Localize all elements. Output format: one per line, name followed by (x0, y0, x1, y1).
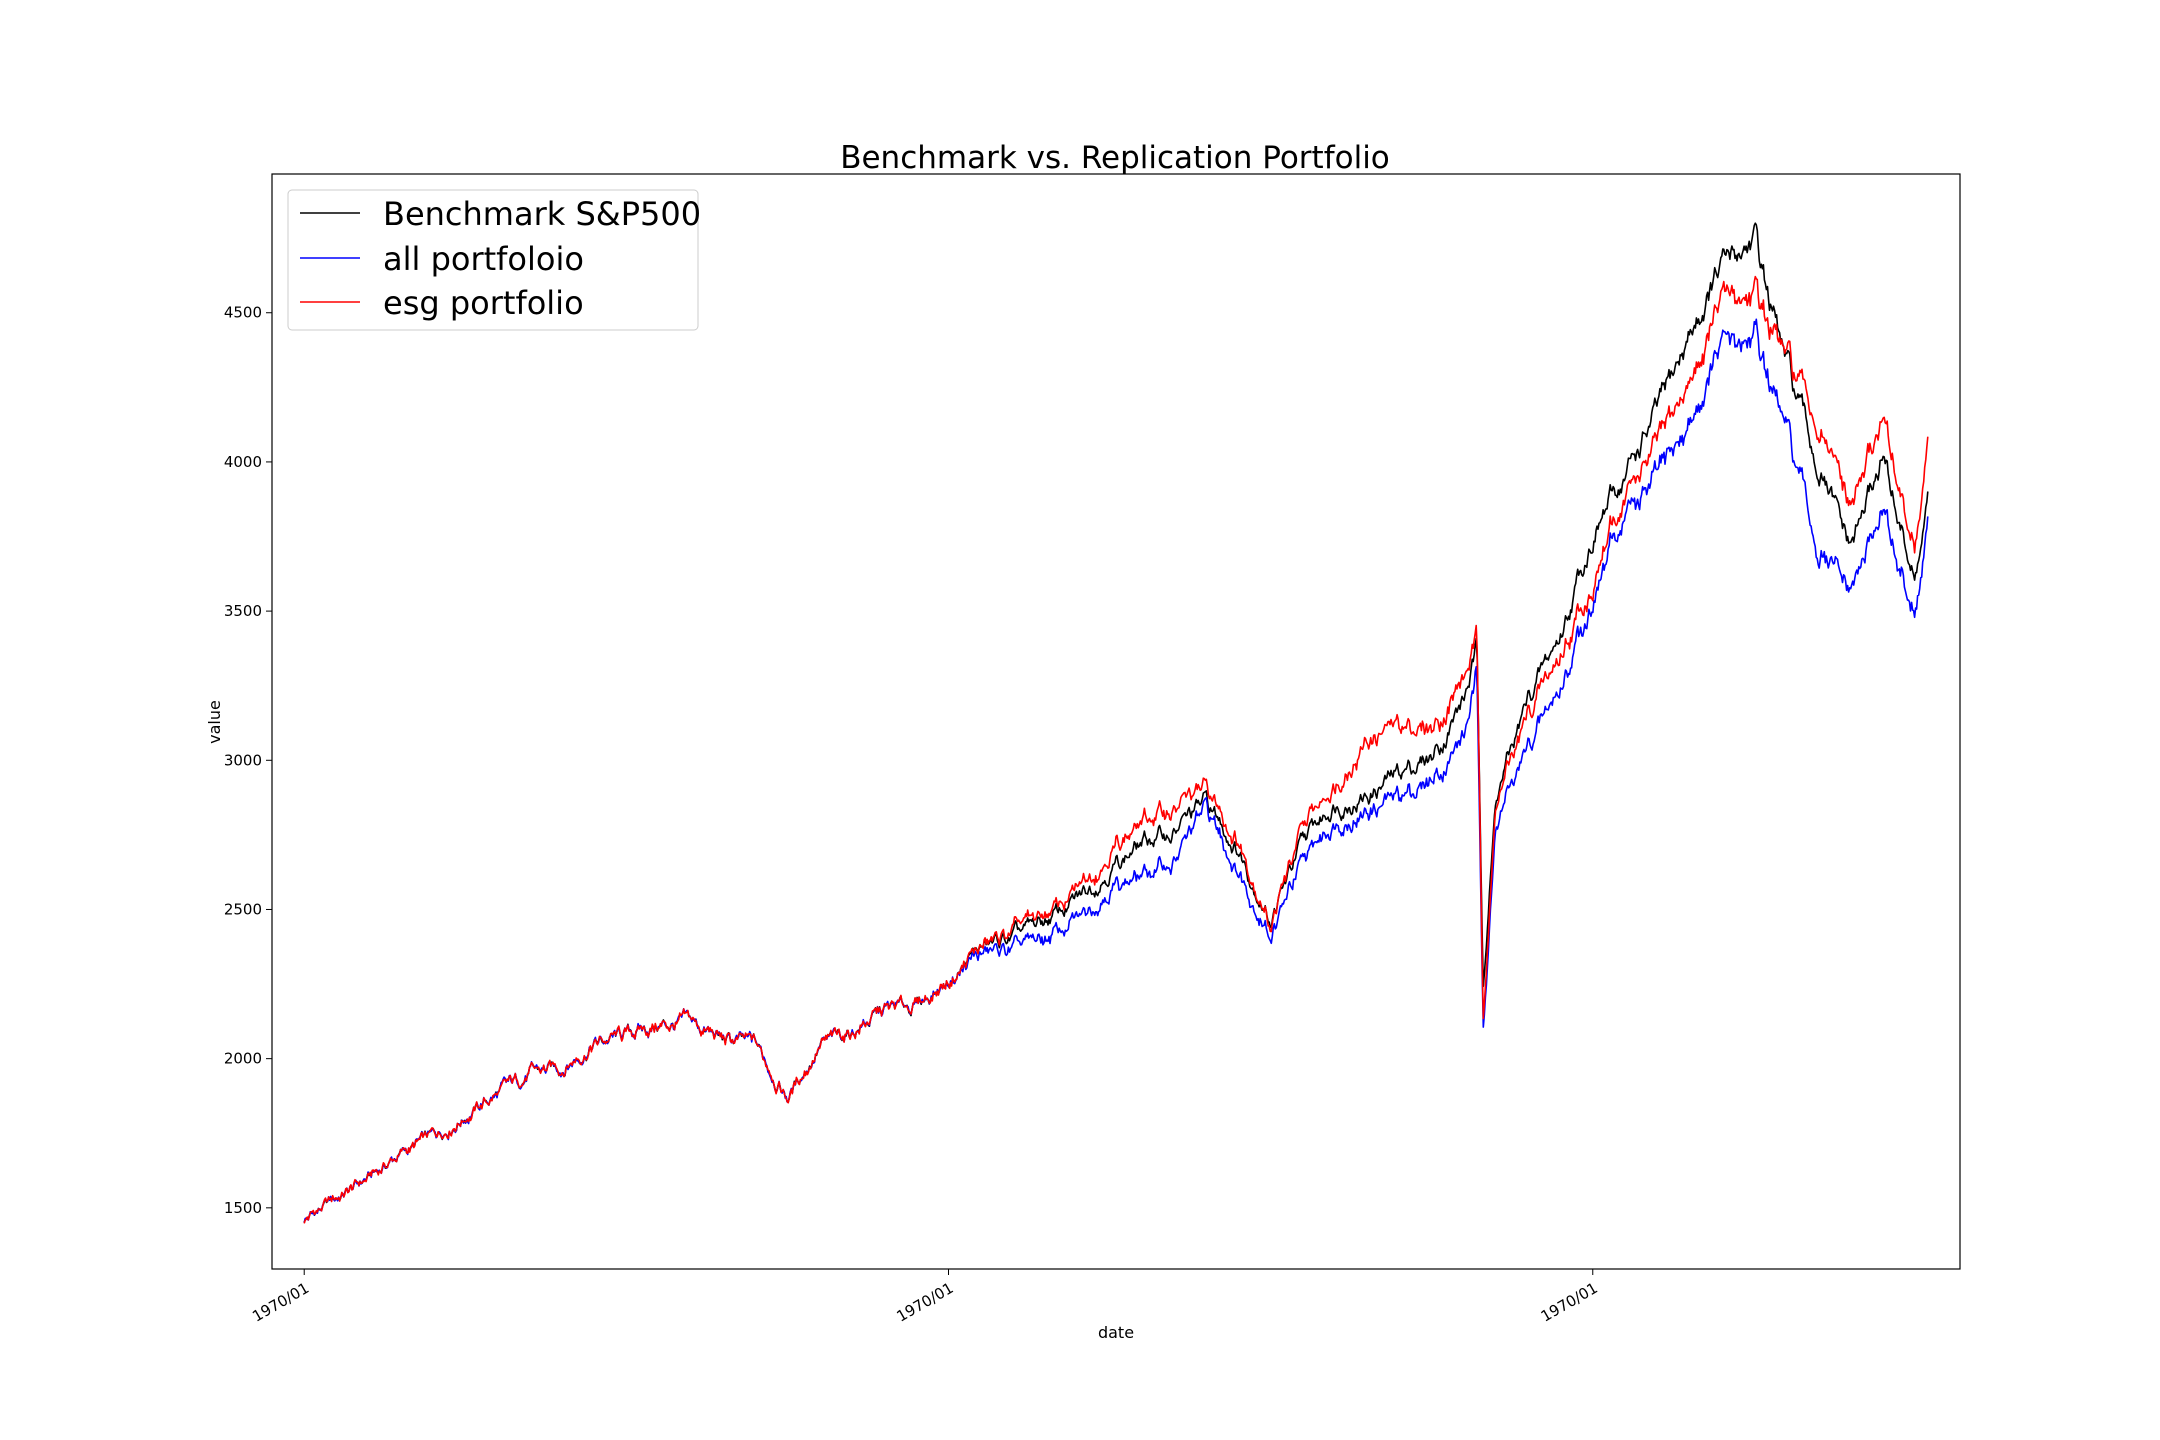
plot-frame (271, 173, 1961, 1270)
x-tick-label: 1970/01 (894, 1279, 957, 1326)
chart-title: Benchmark vs. Replication Portfolio (840, 140, 1390, 176)
x-tick-label: 1970/01 (249, 1279, 312, 1326)
series-benchmark-line (303, 222, 1929, 1223)
y-tick-label: 2000 (224, 1050, 262, 1068)
series-all-portfolio-line (303, 318, 1929, 1224)
y-tick-label: 3500 (224, 602, 262, 620)
x-axis: 1970/01 1970/01 1970/01 (249, 1269, 1601, 1326)
y-axis-label: value (205, 700, 224, 744)
legend-label-all-portfolio: all portfoloio (383, 240, 584, 278)
legend-box (287, 189, 699, 331)
series-layer (303, 222, 1929, 1224)
y-tick-label: 1500 (224, 1199, 262, 1217)
y-tick-label: 2500 (224, 900, 262, 918)
x-axis-label: date (1098, 1323, 1134, 1342)
legend-label-benchmark: Benchmark S&P500 (383, 195, 701, 233)
legend: Benchmark S&P500 all portfoloio esg port… (287, 189, 701, 331)
series-esg-portfolio-line (303, 275, 1929, 1224)
plot-area (271, 173, 1961, 1270)
y-tick-label: 4000 (224, 453, 262, 471)
legend-label-esg-portfolio: esg portfolio (383, 284, 584, 322)
y-tick-label: 4500 (224, 304, 262, 322)
y-tick-label: 3000 (224, 751, 262, 769)
y-axis: 1500 2000 2500 3000 3500 4000 4500 (224, 304, 272, 1217)
x-tick-label: 1970/01 (1538, 1279, 1601, 1326)
